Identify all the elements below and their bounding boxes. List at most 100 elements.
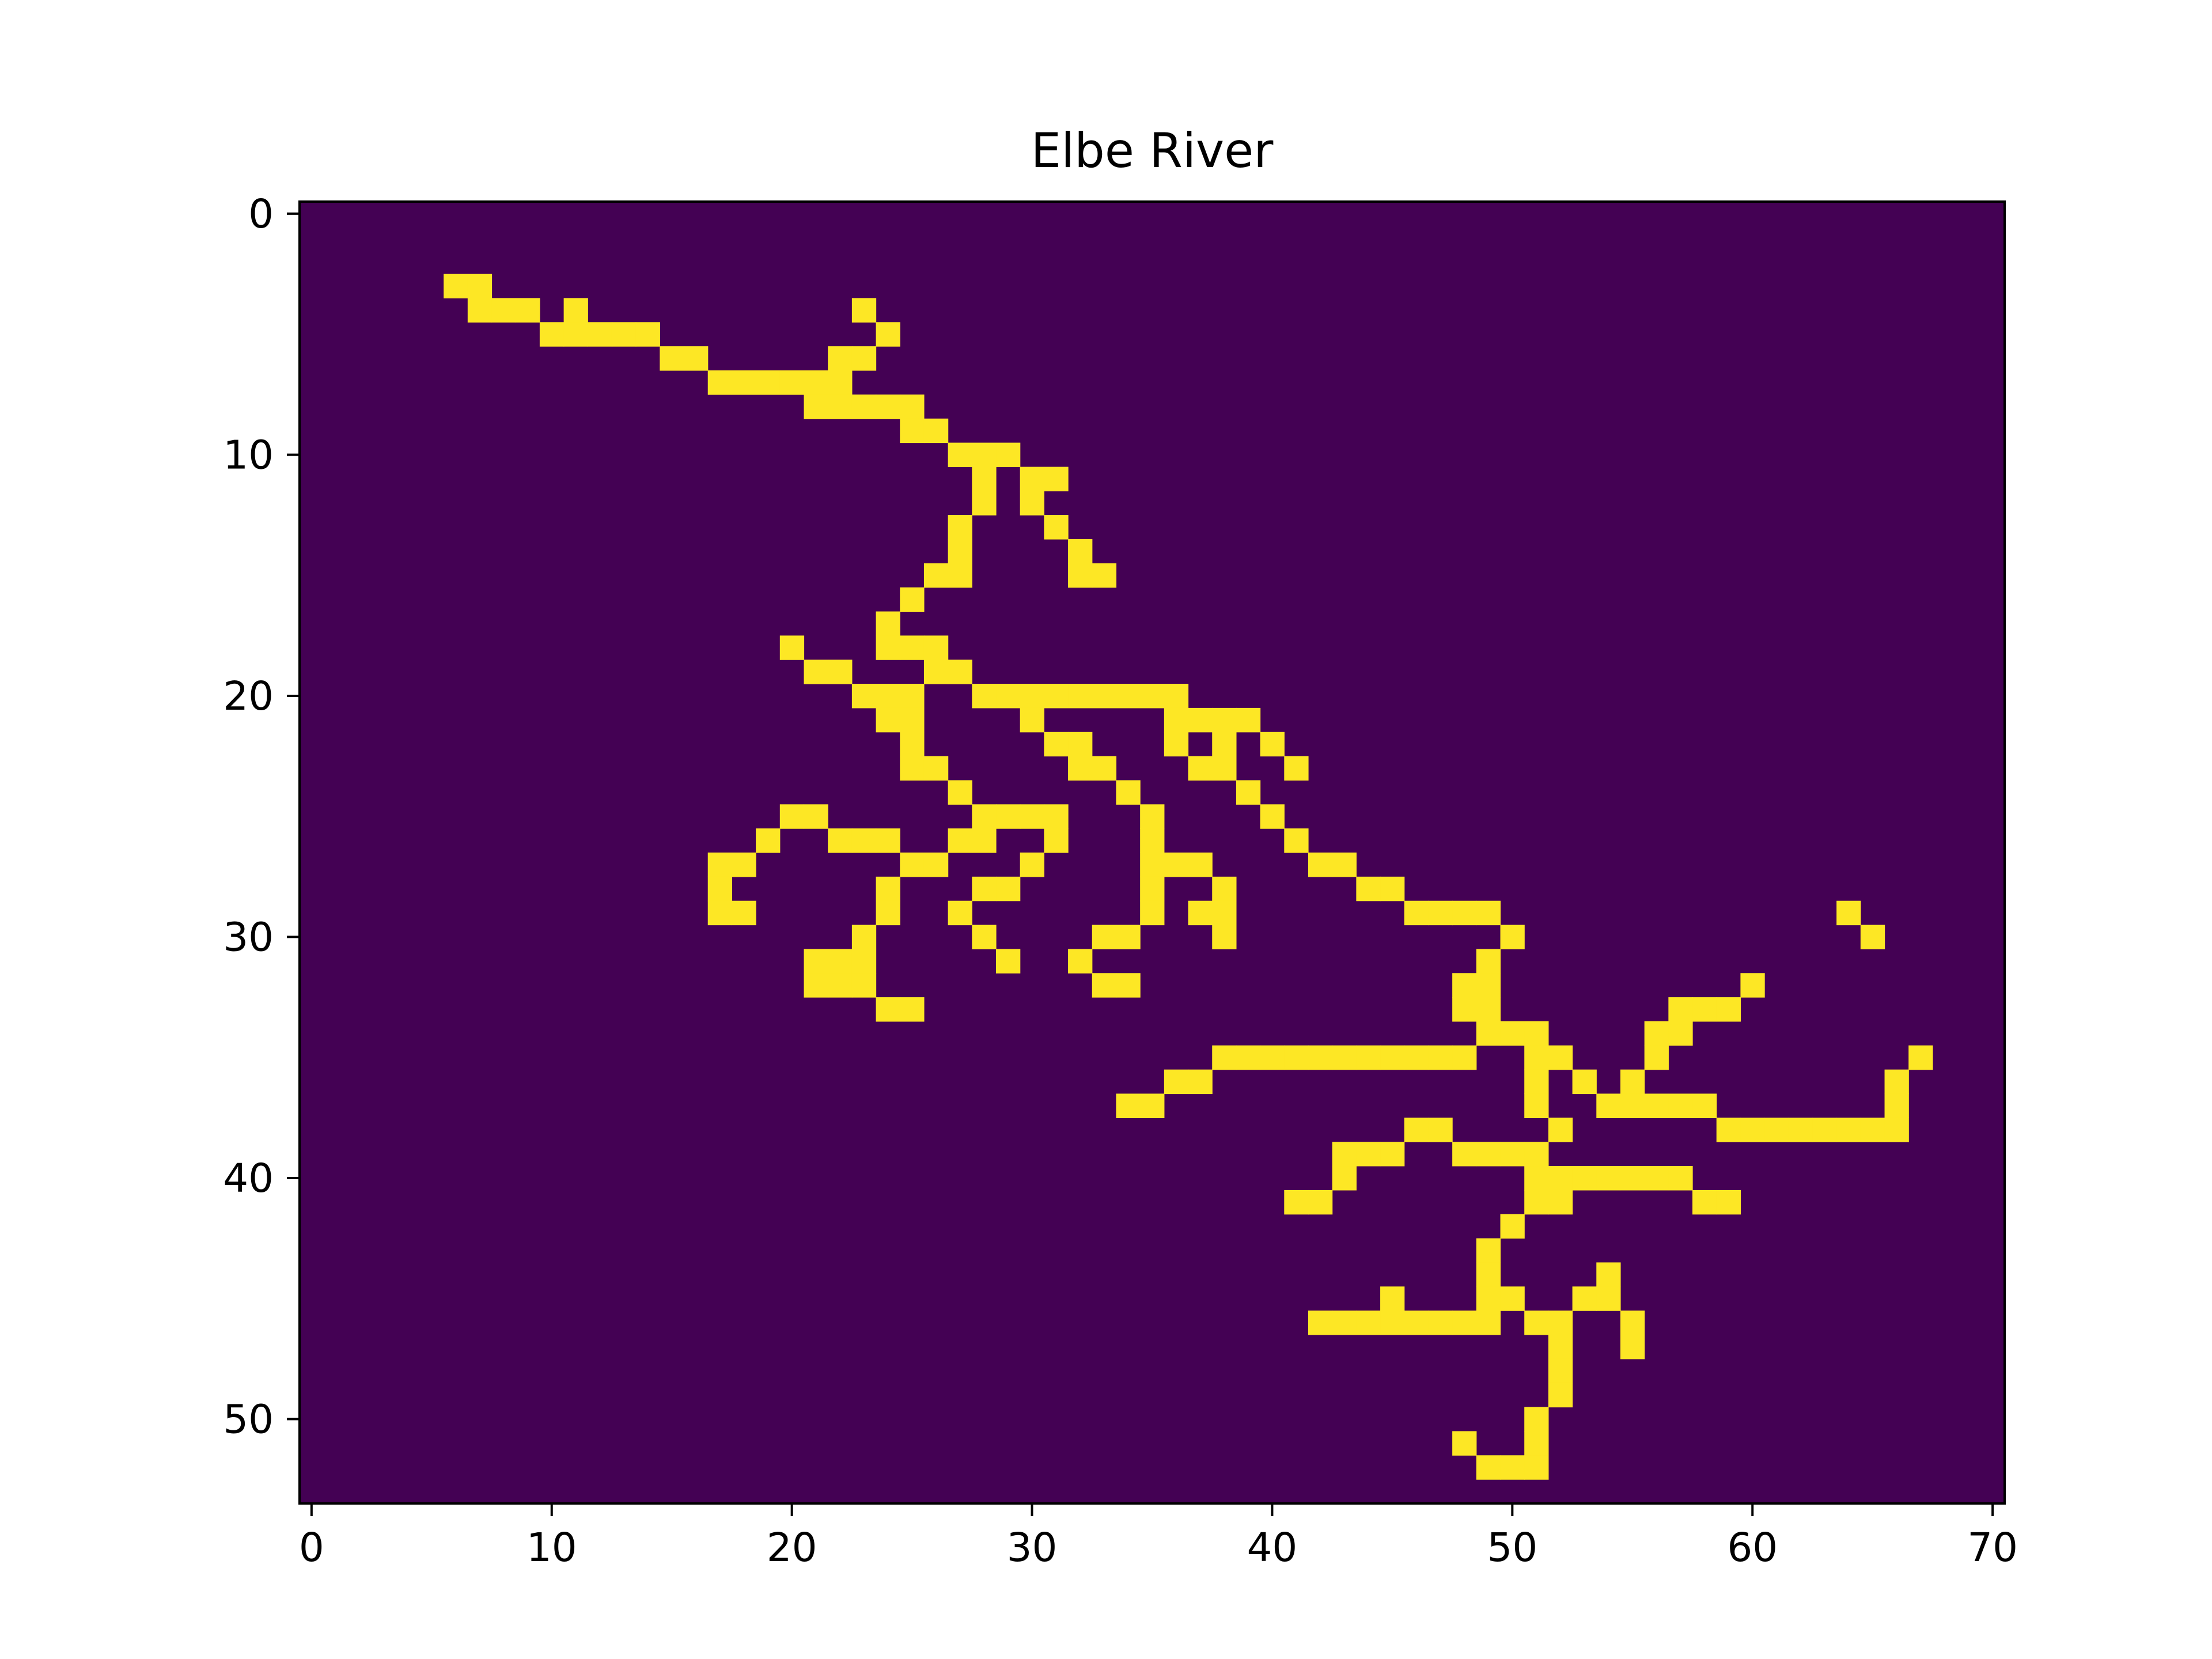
heatmap-cell	[1524, 1093, 1549, 1118]
heatmap-cell	[1332, 1166, 1357, 1191]
heatmap-cell	[1404, 1118, 1429, 1142]
heatmap-cell	[876, 828, 900, 853]
heatmap-cell	[1884, 1069, 1909, 1094]
heatmap-cell	[1860, 1118, 1885, 1142]
heatmap-cell	[1524, 1142, 1549, 1166]
heatmap-cell	[1020, 467, 1044, 491]
heatmap-cell	[900, 997, 925, 1022]
heatmap-cell	[1524, 1069, 1549, 1094]
heatmap-cell	[1380, 1310, 1405, 1335]
heatmap-cell	[1116, 1093, 1141, 1118]
heatmap-cell	[1788, 1118, 1813, 1142]
heatmap-cell	[1020, 853, 1044, 877]
heatmap-cell	[1140, 804, 1165, 829]
heatmap-cell	[972, 491, 997, 516]
heatmap-cell	[1716, 1190, 1741, 1215]
heatmap-cell	[1644, 1093, 1669, 1118]
heatmap-cell	[1332, 1045, 1357, 1070]
heatmap-cell	[1548, 1190, 1573, 1215]
heatmap-cell	[1476, 997, 1501, 1022]
heatmap-cell	[1188, 756, 1213, 781]
heatmap-cell	[1644, 1166, 1669, 1191]
x-axis: 0 10 20 30 40 50 60 70	[299, 1503, 2018, 1571]
heatmap-cell	[1116, 684, 1141, 709]
heatmap-cell	[1044, 804, 1069, 829]
plot-area	[298, 200, 2006, 1505]
heatmap-cell	[876, 997, 900, 1022]
heatmap-cell	[1500, 1286, 1525, 1311]
heatmap-cell	[923, 853, 949, 877]
heatmap-cell	[1524, 1455, 1549, 1480]
heatmap-cell	[900, 394, 925, 419]
plot-frame	[298, 200, 2006, 1505]
heatmap-cell	[923, 418, 949, 444]
heatmap-cell	[1548, 1118, 1573, 1142]
heatmap-cell	[1452, 1142, 1477, 1166]
heatmap-cell	[707, 876, 733, 902]
heatmap-cell	[948, 539, 972, 564]
heatmap-cell	[948, 828, 972, 853]
heatmap-cell	[1308, 1310, 1333, 1335]
heatmap-cell	[707, 853, 733, 877]
heatmap-cell	[851, 298, 877, 323]
heatmap-cell	[1644, 1045, 1669, 1070]
heatmap-cell	[1860, 925, 1885, 950]
heatmap-cell	[779, 370, 805, 395]
heatmap-cell	[1668, 1093, 1693, 1118]
heatmap-cell	[491, 298, 516, 323]
heatmap-cell	[1452, 997, 1477, 1022]
heatmap-cell	[1308, 853, 1333, 877]
heatmap-cell	[1620, 1310, 1645, 1335]
heatmap-cell	[900, 756, 925, 781]
heatmap-cell	[1092, 925, 1117, 950]
heatmap-cell	[756, 828, 781, 853]
heatmap-cell	[1044, 828, 1069, 853]
heatmap-cell	[1596, 1093, 1621, 1118]
heatmap-cell	[1044, 732, 1069, 757]
y-tick-label: 50	[223, 1397, 274, 1443]
heatmap-cell	[851, 949, 877, 974]
heatmap-cell	[1308, 1045, 1333, 1070]
heatmap-cell	[1764, 1118, 1789, 1142]
heatmap-cell	[1212, 876, 1237, 902]
heatmap-cell	[1908, 1045, 1933, 1070]
heatmap-cell	[1260, 732, 1285, 757]
heatmap-cell	[1332, 853, 1357, 877]
heatmap-cell	[1740, 973, 1765, 998]
heatmap-cell	[1476, 1286, 1501, 1311]
heatmap-cell	[876, 611, 900, 636]
heatmap-cell	[1068, 732, 1093, 757]
heatmap-cell	[1644, 1021, 1669, 1046]
heatmap-cell	[876, 394, 900, 419]
heatmap-cell	[948, 660, 972, 684]
heatmap-cell	[1212, 732, 1237, 757]
heatmap-cell	[779, 804, 805, 829]
heatmap-cell	[1692, 1093, 1717, 1118]
heatmap-cell	[1572, 1069, 1597, 1094]
heatmap-cell	[1116, 925, 1141, 950]
heatmap-cell	[948, 515, 972, 540]
x-tick-label: 70	[1967, 1525, 2018, 1571]
heatmap-cell	[1476, 1021, 1501, 1046]
heatmap-cell	[1164, 732, 1189, 757]
heatmap-cell	[1548, 1335, 1573, 1359]
heatmap-cell	[1164, 1069, 1189, 1094]
heatmap-cell	[851, 394, 877, 419]
heatmap-cell	[1620, 1069, 1645, 1094]
heatmap-cell	[516, 298, 540, 323]
heatmap-cell	[660, 346, 684, 371]
heatmap-cell	[876, 900, 900, 926]
x-tick-label: 20	[767, 1525, 817, 1571]
heatmap-cell	[900, 684, 925, 709]
heatmap-cell	[1116, 973, 1141, 998]
heatmap-cells	[444, 274, 1933, 1480]
heatmap-cell	[900, 732, 925, 757]
heatmap-cell	[828, 973, 853, 998]
heatmap-cell	[1476, 973, 1501, 998]
heatmap-cell	[1500, 1142, 1525, 1166]
heatmap-cell	[828, 660, 853, 684]
x-tick-label: 30	[1007, 1525, 1058, 1571]
heatmap-cell	[1836, 1118, 1861, 1142]
heatmap-cell	[972, 828, 997, 853]
heatmap-cell	[1452, 973, 1477, 998]
